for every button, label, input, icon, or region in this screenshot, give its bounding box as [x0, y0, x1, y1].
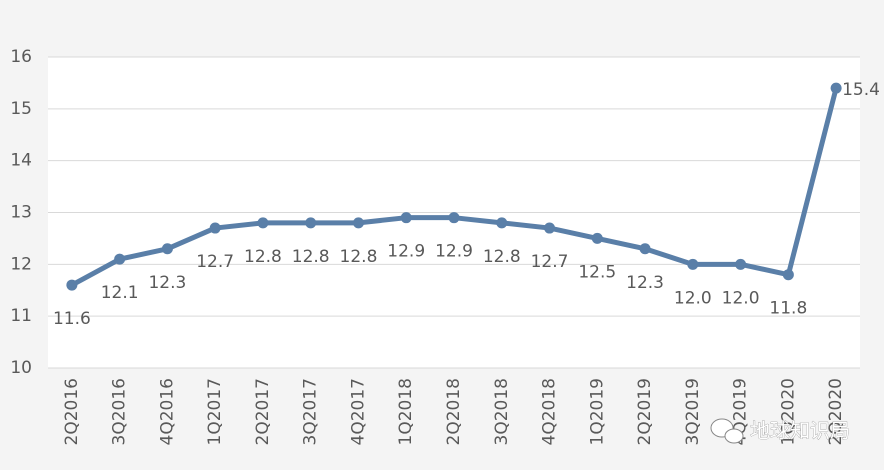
data-label: 12.7	[196, 252, 234, 272]
data-point	[782, 269, 794, 281]
data-label: 12.5	[578, 262, 616, 282]
data-point	[496, 217, 508, 229]
data-point	[114, 253, 126, 265]
data-label: 12.3	[626, 273, 664, 293]
data-point	[687, 258, 699, 270]
x-tick-label: 3Q2016	[110, 378, 130, 445]
data-point	[352, 217, 364, 229]
data-label: 12.0	[722, 288, 760, 308]
data-label: 12.8	[244, 247, 282, 267]
data-point	[735, 258, 747, 270]
x-tick-label: 2Q2018	[444, 378, 464, 445]
x-tick-label: 2Q2020	[826, 378, 846, 445]
data-label: 12.1	[101, 283, 139, 303]
x-tick-label: 1Q2020	[778, 378, 798, 445]
data-label: 12.8	[292, 247, 330, 267]
data-label: 12.0	[674, 288, 712, 308]
data-label: 11.6	[53, 309, 91, 329]
data-point	[257, 217, 269, 229]
x-tick-label: 4Q2017	[348, 378, 368, 445]
watermark-icon	[710, 418, 744, 444]
data-point	[161, 243, 173, 255]
data-point	[66, 279, 78, 291]
data-label: 15.4	[842, 80, 880, 100]
y-tick-label: 16	[10, 47, 32, 67]
x-tick-label: 4Q2016	[157, 378, 177, 445]
data-label: 12.3	[148, 273, 186, 293]
data-point	[544, 222, 556, 234]
x-tick-label: 1Q2018	[396, 378, 416, 445]
x-tick-label: 2Q2016	[62, 378, 82, 445]
y-tick-label: 14	[10, 151, 32, 171]
y-tick-label: 15	[10, 99, 32, 119]
data-label: 12.8	[483, 247, 521, 267]
x-tick-label: 3Q2017	[301, 378, 321, 445]
x-tick-label: 1Q2017	[205, 378, 225, 445]
data-point	[591, 232, 603, 244]
data-point	[639, 243, 651, 255]
data-label: 12.8	[340, 247, 378, 267]
y-tick-label: 10	[10, 358, 32, 378]
data-label: 12.7	[531, 252, 569, 272]
data-point	[448, 212, 460, 224]
y-tick-label: 12	[10, 254, 32, 274]
y-tick-label: 11	[10, 306, 32, 326]
x-tick-label: 3Q2019	[683, 378, 703, 445]
x-tick-label: 1Q2019	[587, 378, 607, 445]
data-label: 11.8	[769, 299, 807, 319]
data-point	[305, 217, 317, 229]
y-tick-label: 13	[10, 203, 32, 223]
data-label: 12.9	[387, 242, 425, 262]
data-point	[830, 82, 842, 94]
data-point	[400, 212, 412, 224]
watermark: 地球知识局	[750, 419, 850, 443]
data-label: 12.9	[435, 242, 473, 262]
x-tick-label: 3Q2018	[492, 378, 512, 445]
x-tick-label: 2Q2017	[253, 378, 273, 445]
data-point	[209, 222, 221, 234]
x-tick-label: 2Q2019	[635, 378, 655, 445]
x-tick-label: 4Q2018	[540, 378, 560, 445]
